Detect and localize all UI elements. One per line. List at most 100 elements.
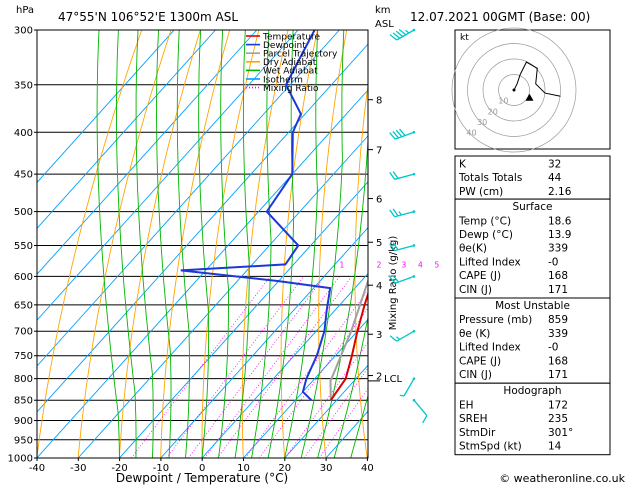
pressure-tick-label: 450 (14, 170, 33, 181)
index-label: StmSpd (kt) (459, 441, 522, 453)
dry-adiabat-line (160, 30, 231, 458)
index-label: Lifted Index (459, 342, 521, 354)
wind-barb-half-flag (398, 211, 402, 216)
height-tick-label: 8 (376, 96, 382, 107)
mixing-ratio-label: 2 (377, 260, 382, 269)
wind-barb-base (412, 329, 416, 333)
wet-adiabat-line (96, 30, 120, 458)
hodograph-ring-label: 40 (466, 129, 476, 138)
pressure-tick-label: 800 (14, 374, 33, 385)
mixing-ratio-label: 4 (418, 260, 423, 269)
index-label: θe (K) (459, 328, 490, 340)
mixing-ratio-line (284, 341, 368, 458)
hodograph-origin (512, 88, 516, 92)
background-lines (37, 30, 450, 458)
wind-barb-half-flag (399, 394, 405, 397)
temperature-tick-label: 40 (361, 463, 374, 474)
wind-barb-flag (392, 32, 401, 39)
pressure-tick-label: 850 (14, 396, 33, 407)
legend-entry: Wet Adiabat (263, 67, 318, 77)
temperature-tick-label: -20 (111, 463, 127, 474)
height-tick-label: 7 (376, 146, 382, 157)
index-value: 2.16 (548, 186, 572, 198)
hodograph-ring (467, 43, 561, 137)
wind-barb-half-flag (405, 29, 410, 34)
isotherm-line (37, 30, 216, 230)
hodograph-ring-label: 10 (498, 97, 508, 106)
wind-barb-base (412, 210, 416, 213)
surface-box (454, 198, 611, 299)
legend-entry: Dewpoint (263, 41, 306, 51)
wind-barb-base (412, 244, 416, 247)
wind-barb-half-flag (395, 336, 401, 340)
index-value: 13.9 (548, 229, 571, 241)
wet-adiabat-line (176, 30, 190, 458)
hodograph-trace (512, 61, 561, 101)
wind-barb-flag (392, 130, 399, 139)
wet-adiabat-line (300, 30, 345, 458)
indices-table: K 32 Totals Totals 44 PW (cm) 2.16 SurfaceTemp… (454, 155, 611, 456)
index-label: Totals Totals (458, 172, 522, 184)
pressure-tick-label: 900 (14, 416, 33, 427)
index-value: 168 (548, 270, 568, 282)
dry-adiabat-line (201, 30, 260, 458)
wind-barb-flag (392, 242, 399, 251)
wind-barb-flag (389, 132, 396, 140)
isotherm-line (284, 364, 368, 458)
index-label: Dewp (°C) (459, 229, 513, 241)
wind-barb (389, 275, 416, 284)
wind-barb-base (412, 28, 416, 32)
wind-barb (399, 377, 416, 397)
height-tick-label: 5 (376, 238, 382, 249)
dry-adiabat-line (424, 30, 450, 458)
mixing-ratio-line (217, 276, 353, 458)
lcl-label: LCL (384, 374, 403, 385)
indices-top-box (454, 155, 611, 200)
wind-barb (389, 28, 416, 41)
height-tick-label: 3 (376, 330, 382, 341)
wind-barb (389, 208, 416, 218)
mixing-ratio-line (303, 367, 368, 458)
isotherm-line (119, 181, 368, 458)
index-label: θe(K) (459, 243, 487, 255)
wind-barb (389, 128, 416, 140)
plot-frame (36, 29, 369, 459)
height-axis: 8 7 6 5 4 3 2 (368, 96, 382, 383)
wet-adiabat-line (156, 30, 172, 458)
index-value: 32 (548, 159, 561, 171)
wind-barb-flag (395, 30, 404, 38)
asl-label: ASL (375, 19, 394, 30)
pressure-tick-label: 500 (14, 207, 33, 218)
wet-adiabat-line (284, 30, 319, 458)
isotherm-line (37, 30, 299, 321)
index-value: 171 (548, 284, 568, 296)
location-title: 47°55'N 106°52'E 1300m ASL (58, 10, 238, 24)
mixing-ratio-line (245, 289, 368, 458)
legend-entry: Temperature (262, 32, 320, 42)
wet-adiabat-line (267, 30, 295, 458)
index-label: StmDir (459, 427, 496, 439)
isotherm-line (160, 226, 368, 458)
legend-entry: Mixing Ratio (263, 84, 319, 94)
hodograph-frame (454, 29, 611, 150)
isotherm-line (37, 30, 340, 367)
pressure-tick-label: 350 (14, 80, 33, 91)
index-value: 235 (548, 413, 568, 425)
wind-barb-flag (389, 171, 396, 180)
isotherm-line (37, 89, 368, 458)
temperature-tick-label: -10 (153, 463, 169, 474)
mixing-ratio-label: 5 (435, 260, 440, 269)
index-label: PW (cm) (459, 186, 503, 198)
index-label: CAPE (J) (459, 270, 501, 282)
wind-barb-flag (389, 335, 398, 342)
pressure-axis: 300 350 400 450 500 550 600 650 700 750 800 850 900 9… (8, 26, 37, 465)
index-value: 339 (548, 328, 568, 340)
height-tick-label: 2 (376, 372, 382, 383)
wind-barb-flag (398, 28, 407, 36)
wet-adiabat-line (350, 394, 368, 458)
most-unstable-box (454, 297, 611, 384)
temperature-axis: -40 -30 -20 -10 0 10 20 30 40 (29, 458, 374, 474)
section-title: Most Unstable (495, 300, 570, 312)
wind-barb-flag (389, 243, 396, 252)
hodograph-line (513, 61, 561, 97)
